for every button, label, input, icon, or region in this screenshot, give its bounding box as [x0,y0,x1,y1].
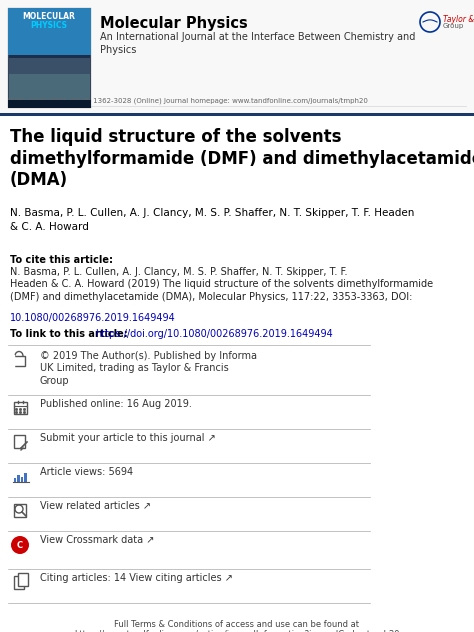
Bar [13,356,25,366]
Bar [14,402,27,414]
Text: N. Basma, P. L. Cullen, A. J. Clancy, M. S. P. Shaffer, N. T. Skipper, T. F.
Hea: N. Basma, P. L. Cullen, A. J. Clancy, M.… [10,267,433,302]
Text: To cite this article:: To cite this article: [10,255,113,265]
Text: Citing articles: 14 View citing articles ↗: Citing articles: 14 View citing articles… [40,573,233,583]
Text: To link to this article:: To link to this article: [10,329,128,339]
Text: Article views: 5694: Article views: 5694 [40,467,133,477]
Bar [8,8,91,55]
Text: https://doi.org/10.1080/00268976.2019.1649494: https://doi.org/10.1080/00268976.2019.16… [95,329,333,339]
Bar [9,58,90,104]
Bar [8,8,91,108]
Text: The liquid structure of the solvents
dimethylformamide (DMF) and dimethylacetami: The liquid structure of the solvents dim… [10,128,474,189]
Text: N. Basma, P. L. Cullen, A. J. Clancy, M. S. P. Shaffer, N. T. Skipper, T. F. Hea: N. Basma, P. L. Cullen, A. J. Clancy, M.… [10,208,414,232]
Bar [14,435,25,448]
Text: An International Journal at the Interface Between Chemistry and
Physics: An International Journal at the Interfac… [100,32,415,55]
Text: MOLECULAR: MOLECULAR [23,12,75,21]
Text: Published online: 16 Aug 2019.: Published online: 16 Aug 2019. [40,399,192,409]
Bar [25,473,27,482]
Bar [8,100,91,108]
Text: Submit your article to this journal ↗: Submit your article to this journal ↗ [40,433,216,443]
Bar [9,74,90,104]
Text: © 2019 The Author(s). Published by Informa
UK Limited, trading as Taylor & Franc: © 2019 The Author(s). Published by Infor… [40,351,257,386]
Bar [14,478,17,482]
Text: ISSN: 0026-8976 (Print) 1362-3028 (Online) Journal homepage: www.tandfonline.com: ISSN: 0026-8976 (Print) 1362-3028 (Onlin… [8,97,368,104]
Text: 10.1080/00268976.2019.1649494: 10.1080/00268976.2019.1649494 [10,313,176,323]
Bar [21,477,24,482]
Text: Full Terms & Conditions of access and use can be found at: Full Terms & Conditions of access and us… [115,620,359,629]
Circle shape [11,536,29,554]
Text: Molecular Physics: Molecular Physics [100,16,248,31]
Text: PHYSICS: PHYSICS [30,21,67,30]
Text: View Crossmark data ↗: View Crossmark data ↗ [40,535,155,545]
Bar [0,113,474,116]
Bar [14,576,24,589]
Text: Group: Group [443,23,464,29]
Text: View related articles ↗: View related articles ↗ [40,501,151,511]
Bar [18,475,20,482]
Text: C: C [17,540,23,549]
Text: https://www.tandfonline.com/action/journalInformation?journalCode=tmph20: https://www.tandfonline.com/action/journ… [74,630,400,632]
Bar [18,573,28,586]
Bar [0,0,474,115]
Bar [14,504,26,517]
Text: Taylor & Francis: Taylor & Francis [443,15,474,24]
